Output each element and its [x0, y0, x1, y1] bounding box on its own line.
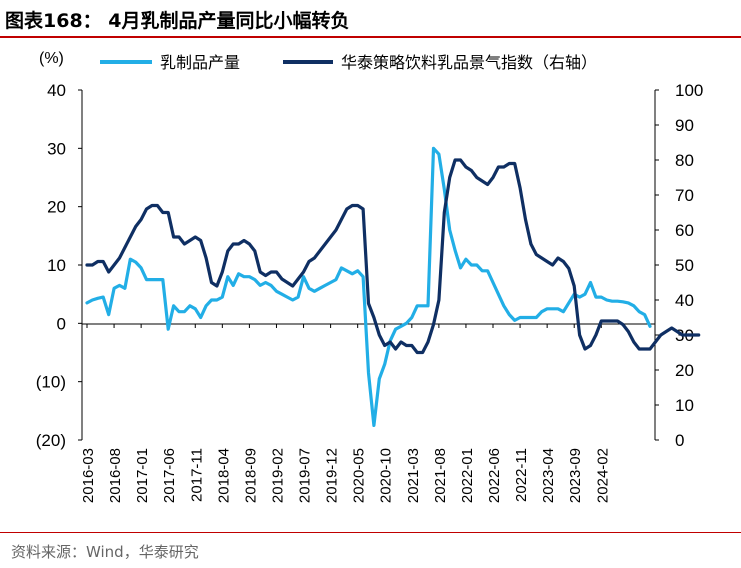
x-tick-label: 2020-05 — [351, 448, 368, 503]
right-y-tick-label: 20 — [675, 361, 694, 380]
series-lines — [85, 146, 701, 427]
x-tick-label: 2017-01 — [134, 448, 151, 503]
source-divider — [0, 532, 741, 533]
right-y-tick-label: 70 — [675, 186, 694, 205]
x-tick-label: 2016-03 — [80, 448, 97, 503]
right-y-tick-label: 50 — [675, 256, 694, 275]
left-y-tick-label: (20) — [36, 431, 66, 450]
series-line-1 — [85, 146, 652, 427]
title-bar: 图表168： 4月乳制品产量同比小幅转负 — [0, 0, 741, 38]
x-tick-label: 2023-09 — [567, 448, 584, 503]
x-tick-label: 2024-02 — [594, 448, 611, 503]
x-tick-label: 2022-11 — [513, 448, 530, 502]
axes: 403020100(10)(20)(%)10090807060504030201… — [36, 50, 704, 503]
right-y-tick-label: 40 — [675, 291, 694, 310]
x-tick-label: 2016-08 — [107, 448, 124, 503]
left-y-unit-label: (%) — [39, 50, 64, 67]
left-y-tick-label: 10 — [47, 256, 66, 275]
right-y-tick-label: 100 — [675, 81, 703, 100]
source-note: 资料来源：Wind，华泰研究 — [11, 543, 199, 561]
x-tick-label: 2019-12 — [324, 448, 341, 503]
x-tick-label: 2022-01 — [459, 448, 476, 503]
left-y-tick-label: 20 — [47, 198, 66, 217]
legend-label-2: 华泰策略饮料乳品景气指数（右轴） — [341, 54, 597, 72]
line-chart: 403020100(10)(20)(%)10090807060504030201… — [36, 50, 704, 503]
chart-title: 图表168： 4月乳制品产量同比小幅转负 — [5, 10, 350, 32]
legend-label-1: 乳制品产量 — [160, 54, 240, 72]
x-tick-label: 2017-11 — [188, 448, 205, 502]
x-tick-label: 2018-09 — [242, 448, 259, 503]
left-y-tick-label: 30 — [47, 139, 66, 158]
left-y-tick-label: (10) — [36, 373, 66, 392]
left-y-tick-label: 0 — [57, 314, 66, 333]
series-line-2 — [85, 158, 701, 355]
x-tick-label: 2019-02 — [269, 448, 286, 503]
legend: 乳制品产量 华泰策略饮料乳品景气指数（右轴） — [100, 54, 597, 72]
right-y-tick-label: 0 — [675, 431, 684, 450]
left-y-tick-label: 40 — [47, 81, 66, 100]
x-tick-label: 2017-06 — [161, 448, 178, 503]
right-y-tick-label: 90 — [675, 116, 694, 135]
x-tick-label: 2023-04 — [540, 448, 557, 503]
x-tick-label: 2022-06 — [486, 448, 503, 503]
right-y-tick-label: 60 — [675, 221, 694, 240]
x-tick-label: 2021-03 — [405, 448, 422, 503]
right-y-tick-label: 80 — [675, 151, 694, 170]
title-divider — [0, 36, 741, 38]
right-y-tick-label: 10 — [675, 396, 694, 415]
x-tick-label: 2021-08 — [432, 448, 449, 503]
x-tick-label: 2020-10 — [378, 448, 395, 503]
x-tick-label: 2018-04 — [215, 448, 232, 503]
x-tick-label: 2019-07 — [297, 448, 314, 503]
